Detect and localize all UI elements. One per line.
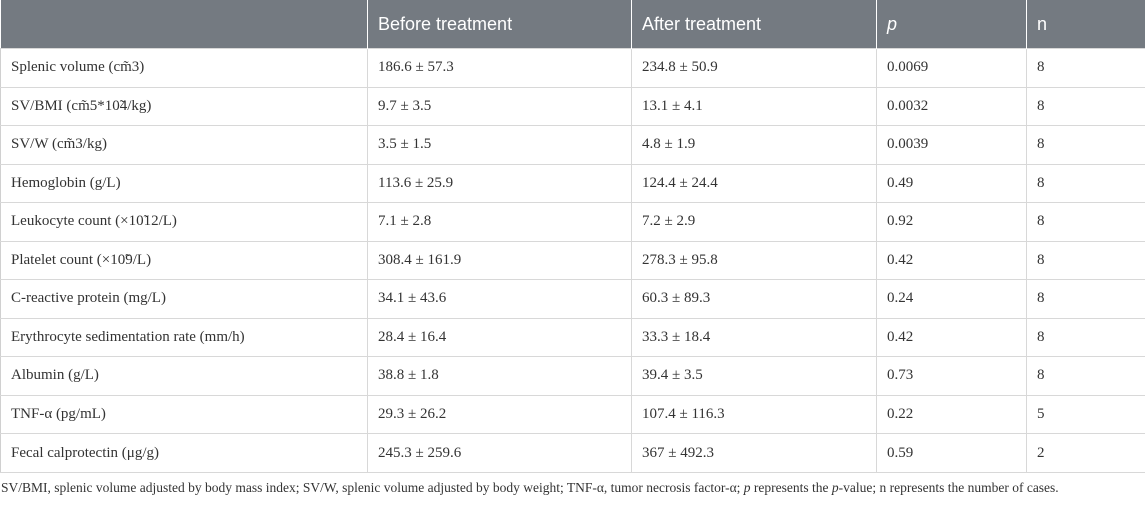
before-value: 9.7 ± 3.5 — [367, 86, 632, 126]
before-value: 245.3 ± 259.6 — [367, 433, 632, 473]
after-value: 39.4 ± 3.5 — [631, 356, 877, 396]
p-value: 0.42 — [876, 317, 1027, 357]
row-label: Platelet count (×10̃9/L) — [0, 240, 368, 280]
footnote-text: SV/BMI, splenic volume adjusted by body … — [1, 480, 744, 495]
after-value: 367 ± 492.3 — [631, 433, 877, 473]
n-value: 8 — [1026, 317, 1145, 357]
n-value: 8 — [1026, 48, 1145, 88]
row-label: Albumin (g/L) — [0, 356, 368, 396]
p-value: 0.22 — [876, 394, 1027, 434]
p-value: 0.0039 — [876, 125, 1027, 165]
n-value: 8 — [1026, 125, 1145, 165]
p-value: 0.0032 — [876, 86, 1027, 126]
before-value: 38.8 ± 1.8 — [367, 356, 632, 396]
table-row: Platelet count (×10̃9/L) 308.4 ± 161.9 2… — [0, 240, 1145, 280]
p-value: 0.49 — [876, 163, 1027, 203]
table-row: SV/W (cm̃3/kg) 3.5 ± 1.5 4.8 ± 1.9 0.003… — [0, 125, 1145, 165]
after-value: 60.3 ± 89.3 — [631, 279, 877, 319]
table-row: Leukocyte count (×10̃12/L) 7.1 ± 2.8 7.2… — [0, 202, 1145, 242]
after-value: 124.4 ± 24.4 — [631, 163, 877, 203]
p-value: 0.42 — [876, 240, 1027, 280]
footnote-p-symbol: p — [743, 480, 751, 495]
data-table-container: Before treatment After treatment p n Spl… — [0, 0, 1145, 473]
before-value: 308.4 ± 161.9 — [367, 240, 632, 280]
before-value: 34.1 ± 43.6 — [367, 279, 632, 319]
header-cell-after: After treatment — [631, 0, 877, 49]
table-row: Splenic volume (cm̃3) 186.6 ± 57.3 234.8… — [0, 48, 1145, 88]
row-label: SV/BMI (cm̃5*10̃4/kg) — [0, 86, 368, 126]
table-row: Fecal calprotectin (μg/g) 245.3 ± 259.6 … — [0, 433, 1145, 473]
before-value: 186.6 ± 57.3 — [367, 48, 632, 88]
header-cell-n: n — [1026, 0, 1145, 49]
after-value: 7.2 ± 2.9 — [631, 202, 877, 242]
table-row: Albumin (g/L) 38.8 ± 1.8 39.4 ± 3.5 0.73… — [0, 356, 1145, 396]
row-label: TNF-α (pg/mL) — [0, 394, 368, 434]
footnote-p-symbol: p — [831, 480, 839, 495]
after-value: 278.3 ± 95.8 — [631, 240, 877, 280]
n-value: 8 — [1026, 86, 1145, 126]
before-value: 3.5 ± 1.5 — [367, 125, 632, 165]
row-label: Erythrocyte sedimentation rate (mm/h) — [0, 317, 368, 357]
p-value: 0.24 — [876, 279, 1027, 319]
n-value: 2 — [1026, 433, 1145, 473]
after-value: 4.8 ± 1.9 — [631, 125, 877, 165]
row-label: Splenic volume (cm̃3) — [0, 48, 368, 88]
table-row: SV/BMI (cm̃5*10̃4/kg) 9.7 ± 3.5 13.1 ± 4… — [0, 86, 1145, 126]
header-row: Before treatment After treatment p n — [0, 0, 1145, 49]
footnote-text: represents the — [750, 480, 832, 495]
p-value: 0.59 — [876, 433, 1027, 473]
table-row: TNF-α (pg/mL) 29.3 ± 26.2 107.4 ± 116.3 … — [0, 394, 1145, 434]
row-label: SV/W (cm̃3/kg) — [0, 125, 368, 165]
row-label: Fecal calprotectin (μg/g) — [0, 433, 368, 473]
p-value: 0.92 — [876, 202, 1027, 242]
p-value: 0.73 — [876, 356, 1027, 396]
table-body: Splenic volume (cm̃3) 186.6 ± 57.3 234.8… — [0, 48, 1145, 473]
row-label: Hemoglobin (g/L) — [0, 163, 368, 203]
before-value: 29.3 ± 26.2 — [367, 394, 632, 434]
after-value: 33.3 ± 18.4 — [631, 317, 877, 357]
before-value: 28.4 ± 16.4 — [367, 317, 632, 357]
footnote-text: -value; n represents the number of cases… — [838, 480, 1059, 495]
after-value: 107.4 ± 116.3 — [631, 394, 877, 434]
n-value: 8 — [1026, 279, 1145, 319]
header-cell-label — [0, 0, 368, 49]
table-header: Before treatment After treatment p n — [0, 0, 1145, 49]
n-value: 8 — [1026, 240, 1145, 280]
table-row: Hemoglobin (g/L) 113.6 ± 25.9 124.4 ± 24… — [0, 163, 1145, 203]
before-value: 7.1 ± 2.8 — [367, 202, 632, 242]
table-row: Erythrocyte sedimentation rate (mm/h) 28… — [0, 317, 1145, 357]
row-label: Leukocyte count (×10̃12/L) — [0, 202, 368, 242]
results-table: Before treatment After treatment p n Spl… — [0, 0, 1145, 473]
n-value: 8 — [1026, 163, 1145, 203]
row-label: C-reactive protein (mg/L) — [0, 279, 368, 319]
table-footnote: SV/BMI, splenic volume adjusted by body … — [1, 478, 1136, 498]
p-value: 0.0069 — [876, 48, 1027, 88]
header-cell-before: Before treatment — [367, 0, 632, 49]
n-value: 5 — [1026, 394, 1145, 434]
after-value: 234.8 ± 50.9 — [631, 48, 877, 88]
header-cell-p: p — [876, 0, 1027, 49]
n-value: 8 — [1026, 356, 1145, 396]
n-value: 8 — [1026, 202, 1145, 242]
table-row: C-reactive protein (mg/L) 34.1 ± 43.6 60… — [0, 279, 1145, 319]
before-value: 113.6 ± 25.9 — [367, 163, 632, 203]
after-value: 13.1 ± 4.1 — [631, 86, 877, 126]
